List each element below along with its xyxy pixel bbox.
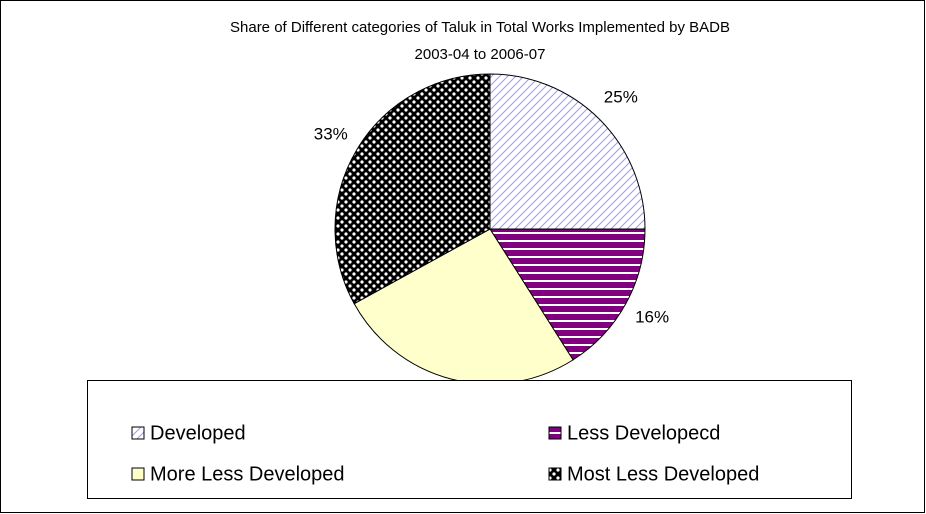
chart-subtitle: 2003-04 to 2006-07 xyxy=(415,46,546,63)
legend-swatch xyxy=(131,467,145,481)
legend-swatch xyxy=(548,426,562,440)
pie-slice xyxy=(353,228,574,385)
pie-slice xyxy=(489,228,646,361)
data-label: 25% xyxy=(604,88,638,107)
legend xyxy=(87,380,852,499)
legend-swatch xyxy=(548,467,562,481)
legend-label: More Less Developed xyxy=(150,463,345,485)
pie-slice xyxy=(334,73,491,305)
chart-title: Share of Different categories of Taluk i… xyxy=(230,19,730,36)
legend-label: Less Developecd xyxy=(567,422,720,444)
data-label: 33% xyxy=(314,124,348,143)
pie xyxy=(334,73,646,385)
legend-label: Most Less Developed xyxy=(567,463,759,485)
data-label: 16% xyxy=(635,308,669,327)
legend-swatch xyxy=(131,426,145,440)
pie-slice xyxy=(489,73,646,230)
legend-label: Developed xyxy=(150,422,246,444)
legend-entries: Developed Less Developecd More Less Develo… xyxy=(131,422,759,485)
